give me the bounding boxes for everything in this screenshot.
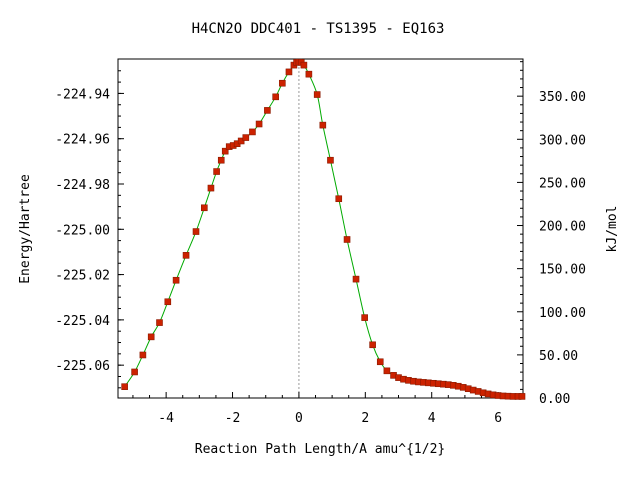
plot-border [117,58,524,399]
y2-axis-label: kJ/mol [605,206,620,253]
data-point [327,156,334,164]
data-point [172,276,180,284]
data-point [139,351,147,359]
data-point [147,333,155,341]
data-point [279,79,286,87]
data-point [221,147,229,155]
x-tick-label: 6 [494,411,502,426]
data-point [242,134,250,141]
y-axis-left-ticks: -224.94 -224.96 -224.98 -225.00 -225.02 -225.… [55,70,124,389]
y2-tick-label: 300.00 [539,133,586,148]
data-point [361,314,368,321]
y2-tick-label: 200.00 [539,220,586,235]
x-tick-label: 4 [428,411,436,426]
data-point [352,275,360,283]
data-point [164,298,172,306]
data-point [192,228,200,235]
energy-points [121,58,526,400]
data-point [272,93,279,101]
x-tick-label: 0 [295,411,303,426]
y-tick-label: -225.06 [55,359,110,374]
data-point [313,91,321,98]
x-axis-label: Reaction Path Length/A amu^{1/2} [195,442,445,457]
x-axis-ticks: -4 -2 0 2 4 6 [132,392,516,426]
data-point [264,107,271,114]
data-point [217,156,225,164]
y2-tick-label: 350.00 [539,90,586,105]
x-tick-label: -4 [158,411,174,426]
data-point [285,68,293,76]
data-point [207,184,215,192]
y-axis-right-ticks: 350.00 300.00 250.00 200.00 150.00 100.00 50.0… [517,61,586,407]
plot-frame [117,58,524,399]
data-point [131,368,138,376]
y2-tick-label: 100.00 [539,306,586,321]
y-tick-label: -224.98 [55,178,110,193]
data-point [300,61,308,69]
data-point [213,168,220,175]
chart-title: H4CN2O DDC401 - TS1395 - EQ163 [192,21,445,37]
energy-curve-path [124,61,522,397]
data-point [335,195,343,203]
y-axis-label: Energy/Hartree [18,174,33,284]
data-point [319,121,327,129]
data-point [249,128,256,136]
y2-tick-label: 0.00 [539,392,570,407]
y2-tick-label: 250.00 [539,176,586,191]
data-point [369,341,376,349]
y-tick-label: -225.02 [55,269,110,284]
data-point [121,383,128,390]
data-point [376,358,384,366]
energy-curve [124,61,522,397]
y-tick-label: -225.04 [55,314,110,329]
data-point [182,252,190,259]
y-tick-label: -224.94 [55,87,110,102]
data-point [237,137,245,145]
y-tick-label: -225.00 [55,223,110,238]
data-point [156,319,163,326]
data-point [201,204,208,212]
data-point [383,367,391,375]
data-point [518,393,526,400]
x-tick-label: 2 [361,411,369,426]
y2-tick-label: 50.00 [539,349,578,364]
data-point [255,120,263,128]
x-tick-label: -2 [225,411,241,426]
data-point [305,70,313,78]
data-point [343,236,351,243]
y2-tick-label: 150.00 [539,263,586,278]
y-tick-label: -224.96 [55,133,110,148]
